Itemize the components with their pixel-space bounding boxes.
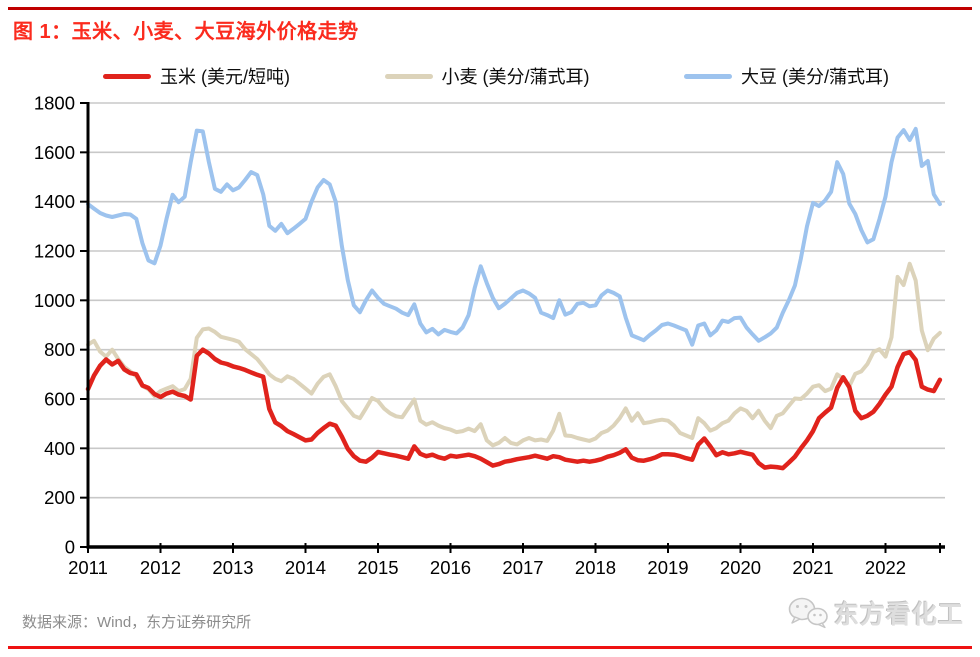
x-tick-label: 2013 [212, 557, 253, 578]
y-tick-label: 800 [44, 339, 75, 360]
x-tick-label: 2022 [865, 557, 906, 578]
page-title: 图 1：玉米、小麦、大豆海外价格走势 [13, 21, 359, 43]
watermark: 东方看化工 [787, 595, 964, 631]
chart-legend: 玉米 (美元/短吨) 小麦 (美分/蒲式耳) 大豆 (美分/蒲式耳) [103, 63, 889, 89]
source-note: 数据来源：Wind，东方证券研究所 [22, 614, 252, 631]
x-tick-label: 2018 [575, 557, 616, 578]
x-tick-label: 2014 [285, 557, 326, 578]
y-tick-label: 0 [65, 537, 75, 558]
y-tick-label: 1800 [34, 93, 75, 114]
y-tick-label: 1600 [34, 142, 75, 163]
x-tick-label: 2011 [68, 557, 108, 578]
legend-swatch-corn [103, 73, 151, 79]
legend-label-soybean: 大豆 (美分/蒲式耳) [741, 67, 889, 87]
legend-label-wheat: 小麦 (美分/蒲式耳) [441, 67, 590, 87]
x-tick-label: 2020 [720, 557, 761, 578]
x-tick-label: 2015 [357, 557, 398, 578]
series-line-soybean [86, 126, 942, 347]
x-tick-label: 2017 [502, 557, 543, 578]
legend-item-wheat: 小麦 (美分/蒲式耳) [384, 63, 590, 89]
y-tick-label: 200 [44, 487, 75, 508]
legend-item-soybean: 大豆 (美分/蒲式耳) [684, 63, 889, 89]
x-tick-label: 2012 [140, 557, 181, 578]
y-tick-label: 1000 [34, 290, 75, 311]
legend-swatch-wheat [384, 73, 433, 79]
y-tick-label: 1400 [34, 191, 75, 212]
series-line-corn [85, 347, 943, 471]
legend-item-corn: 玉米 (美元/短吨) [103, 63, 290, 89]
series-line-wheat [86, 261, 942, 448]
top-rule [8, 7, 972, 10]
y-tick-label: 1200 [34, 241, 75, 262]
y-tick-label: 400 [44, 438, 75, 459]
legend-swatch-soybean [684, 73, 732, 79]
wechat-icon [788, 597, 828, 629]
legend-label-corn: 玉米 (美元/短吨) [160, 67, 290, 87]
bottom-rule [8, 646, 972, 649]
x-tick-label: 2021 [792, 557, 833, 578]
x-tick-label: 2016 [430, 557, 471, 578]
x-tick-label: 2019 [647, 557, 688, 578]
y-tick-label: 600 [44, 389, 75, 410]
watermark-text: 东方看化工 [833, 601, 964, 629]
